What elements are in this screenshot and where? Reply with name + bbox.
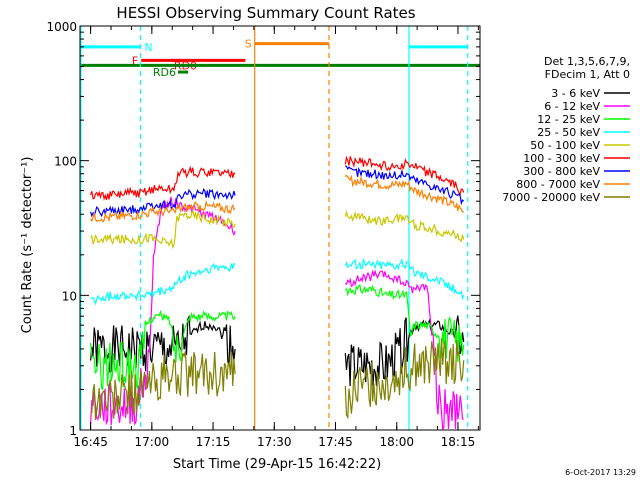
- y-tick-label: 10: [62, 289, 77, 303]
- y-tick-label: 1: [69, 424, 77, 438]
- series-line: [344, 269, 464, 430]
- flag-label: S: [245, 38, 252, 51]
- series-line: [90, 314, 236, 373]
- series-line: [344, 210, 465, 243]
- flag-label: RD6: [153, 66, 176, 79]
- series-line: [344, 257, 465, 301]
- legend-label: 800 - 7000 keV: [516, 178, 600, 191]
- series-line: [90, 210, 236, 250]
- flag-label: N: [144, 41, 152, 54]
- x-tick-label: 18:15: [441, 435, 476, 449]
- legend-label: 100 - 300 keV: [523, 152, 600, 165]
- series-line: [344, 283, 465, 363]
- series-line: [90, 187, 236, 218]
- y-axis-label: Count Rate (s⁻¹ detector⁻¹): [20, 157, 35, 334]
- axis-ticks: 16:45 17:00 17:15 17:30 17:45 18:00 18:15 1 10 10…: [46, 20, 480, 449]
- series-line: [344, 165, 465, 206]
- plot-frame: [79, 25, 481, 431]
- y-tick-label: 1000: [46, 20, 77, 34]
- series-line: [90, 262, 236, 306]
- x-tick-label: 17:45: [318, 435, 353, 449]
- series-line: [90, 196, 236, 427]
- series-group: [90, 155, 465, 430]
- interval-lines: [80, 26, 469, 430]
- legend-label: 12 - 25 keV: [537, 113, 600, 126]
- x-tick-label: 17:30: [257, 435, 292, 449]
- legend-label: 3 - 6 keV: [551, 87, 600, 100]
- x-tick-label: 17:00: [135, 435, 170, 449]
- legend: Det 1,3,5,6,7,9, FDecim 1, Att 0 3 - 6 k…: [502, 55, 630, 204]
- legend-label: 300 - 800 keV: [523, 165, 600, 178]
- timestamp: 6-Oct-2017 13:29: [565, 468, 636, 477]
- x-tick-label: 17:15: [196, 435, 231, 449]
- observing-flags: NFRD0SRD6: [80, 38, 480, 79]
- series-line: [344, 338, 465, 420]
- legend-label: 6 - 12 keV: [544, 100, 600, 113]
- x-tick-label: 16:45: [73, 435, 108, 449]
- series-line: [90, 165, 236, 201]
- legend-header-line-1: Det 1,3,5,6,7,9,: [544, 55, 630, 68]
- y-tick-label: 100: [54, 155, 77, 169]
- series-line: [344, 174, 465, 213]
- legend-label: 25 - 50 keV: [537, 126, 600, 139]
- series-line: [344, 155, 465, 196]
- flag-label: F: [132, 54, 138, 67]
- legend-header-line-2: FDecim 1, Att 0: [545, 68, 630, 81]
- series-line: [90, 351, 236, 420]
- x-tick-label: 18:00: [379, 435, 414, 449]
- series-line: [90, 199, 236, 223]
- legend-label: 7000 - 20000 keV: [502, 191, 600, 204]
- legend-label: 50 - 100 keV: [530, 139, 600, 152]
- chart-title: HESSI Observing Summary Count Rates: [116, 4, 415, 22]
- x-axis-label: Start Time (29-Apr-15 16:42:22): [173, 457, 381, 472]
- series-line: [90, 309, 236, 391]
